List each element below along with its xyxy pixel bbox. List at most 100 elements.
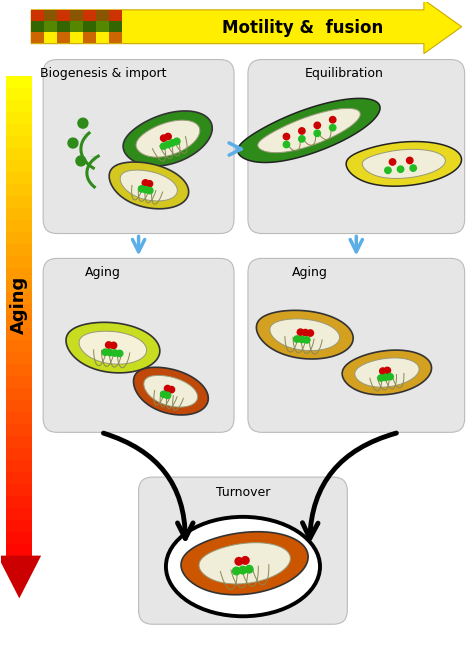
Circle shape (385, 167, 391, 174)
Circle shape (329, 117, 336, 123)
Bar (6, 484, 32, 496)
Polygon shape (136, 120, 200, 157)
Circle shape (299, 135, 305, 142)
Bar (6, 544, 32, 555)
Circle shape (161, 143, 167, 149)
Bar (83, 21, 96, 32)
Circle shape (378, 375, 384, 381)
Polygon shape (123, 111, 212, 166)
Circle shape (410, 165, 416, 172)
Bar (6, 376, 32, 388)
FancyBboxPatch shape (43, 259, 234, 432)
Bar (6, 208, 32, 220)
Bar (6, 136, 32, 148)
Circle shape (294, 336, 300, 342)
Bar (6, 436, 32, 448)
Polygon shape (66, 322, 160, 373)
FancyBboxPatch shape (248, 259, 465, 432)
Circle shape (138, 186, 145, 192)
Circle shape (307, 330, 313, 336)
Circle shape (110, 342, 117, 348)
Bar (6, 184, 32, 196)
Bar (83, 10, 96, 21)
Circle shape (283, 141, 290, 148)
Bar (109, 10, 122, 21)
Bar (6, 531, 32, 544)
Circle shape (161, 135, 167, 141)
Ellipse shape (166, 517, 320, 616)
Circle shape (78, 118, 88, 128)
Bar (70, 10, 83, 21)
Polygon shape (31, 0, 462, 54)
Text: Motility &  fusion: Motility & fusion (222, 19, 383, 37)
Text: Aging: Aging (292, 266, 328, 279)
Circle shape (164, 392, 171, 399)
Circle shape (165, 134, 171, 140)
Bar (6, 424, 32, 436)
Circle shape (106, 342, 112, 348)
Circle shape (146, 187, 153, 194)
Polygon shape (256, 310, 353, 359)
Polygon shape (237, 99, 380, 163)
Circle shape (283, 134, 290, 140)
Bar (6, 388, 32, 400)
Circle shape (173, 138, 180, 144)
Circle shape (241, 557, 249, 564)
Polygon shape (120, 170, 177, 201)
Circle shape (407, 157, 413, 164)
Circle shape (389, 159, 396, 165)
Bar (6, 268, 32, 280)
Bar (6, 77, 32, 88)
Bar (109, 32, 122, 43)
Circle shape (146, 181, 153, 187)
Polygon shape (0, 555, 41, 599)
Polygon shape (134, 367, 208, 415)
Bar (44, 21, 57, 32)
Polygon shape (181, 531, 308, 595)
Bar (6, 148, 32, 161)
Circle shape (142, 180, 148, 186)
Circle shape (161, 391, 167, 397)
Polygon shape (355, 358, 419, 387)
Circle shape (239, 566, 246, 574)
Bar (6, 328, 32, 340)
Circle shape (299, 128, 305, 134)
Circle shape (383, 374, 389, 381)
Bar (70, 32, 83, 43)
Bar (57, 10, 70, 21)
Polygon shape (109, 162, 189, 209)
Circle shape (102, 349, 109, 355)
Circle shape (329, 124, 336, 131)
Bar (6, 112, 32, 124)
Bar (96, 10, 109, 21)
Bar (57, 32, 70, 43)
Polygon shape (346, 141, 462, 186)
Bar (57, 21, 70, 32)
Bar (44, 10, 57, 21)
Bar (6, 304, 32, 316)
Circle shape (143, 186, 149, 193)
Circle shape (397, 166, 404, 172)
Bar (6, 256, 32, 268)
Circle shape (107, 350, 113, 356)
Bar (83, 32, 96, 43)
Bar (6, 340, 32, 352)
Circle shape (299, 336, 305, 342)
Bar (6, 316, 32, 328)
Text: Equilibration: Equilibration (305, 67, 384, 80)
Polygon shape (79, 331, 146, 364)
Circle shape (165, 141, 171, 148)
Circle shape (314, 130, 320, 137)
Bar (6, 172, 32, 184)
Bar (6, 220, 32, 232)
Bar (6, 232, 32, 244)
Circle shape (112, 350, 118, 356)
Circle shape (304, 337, 310, 343)
Bar (6, 508, 32, 520)
Circle shape (169, 140, 175, 146)
Text: Turnover: Turnover (216, 486, 270, 499)
Bar (6, 364, 32, 376)
Bar (96, 32, 109, 43)
Bar (6, 161, 32, 172)
Bar (6, 352, 32, 364)
